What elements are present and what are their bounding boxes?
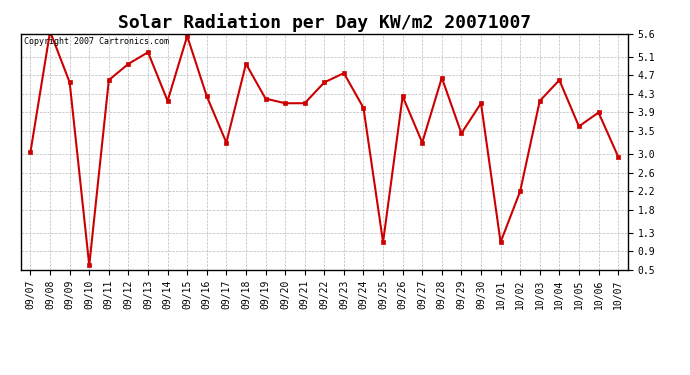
Title: Solar Radiation per Day KW/m2 20071007: Solar Radiation per Day KW/m2 20071007 (118, 13, 531, 32)
Text: Copyright 2007 Cartronics.com: Copyright 2007 Cartronics.com (23, 37, 169, 46)
